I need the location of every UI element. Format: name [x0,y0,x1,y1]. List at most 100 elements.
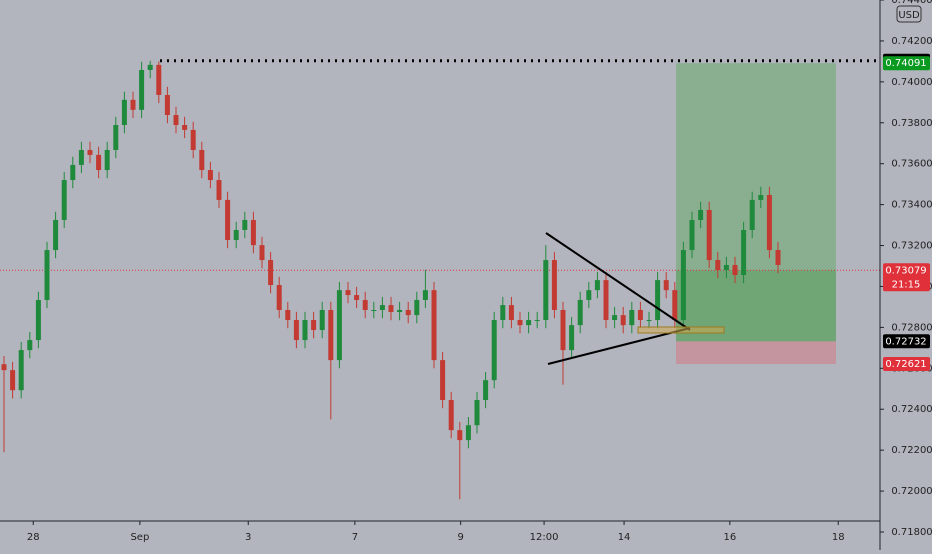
candle-body [612,315,618,321]
candle-body [182,125,188,130]
price-marker-label: 0.72732 [885,336,926,347]
candle-body [70,164,76,181]
candle-body [319,309,325,331]
price-marker-label: 0.72621 [885,359,926,370]
y-tick-label: 0.73800 [891,118,932,129]
candle-body [414,299,420,316]
candle-body [104,149,110,171]
candle-body [680,250,686,321]
candle-body [27,340,33,351]
price-marker-label: 0.73079 [885,265,926,276]
candle-body [336,290,342,361]
y-tick-label: 0.72200 [891,445,932,456]
y-tick-label: 0.73600 [891,159,932,170]
candle-body [156,64,162,95]
candle-body [199,149,205,171]
candle-body [766,194,772,251]
candle-body [362,299,368,310]
y-tick-label: 0.72000 [891,486,932,497]
candle-body [216,180,222,200]
candle-body [293,320,299,341]
candle-body [250,219,256,246]
candle-body [225,199,231,241]
candle-body [715,260,721,271]
candle-body [637,309,643,321]
candle-body [706,209,712,261]
candle-body [526,320,532,326]
candle-body [465,425,471,441]
candle-body [61,180,67,220]
candle-body [577,299,583,326]
candle-body [276,285,282,310]
currency-box[interactable] [896,5,922,23]
y-tick-label: 0.71800 [891,527,932,538]
candle-body [560,309,566,351]
candle-body [689,219,695,251]
candle-body [474,400,480,426]
candle-body [758,194,764,200]
price-marker [883,357,930,372]
candle-body [397,309,403,313]
candle-body [379,305,385,310]
y-tick-label: 0.72800 [891,322,932,333]
y-tick-label: 0.73200 [891,241,932,252]
candle-body [311,320,317,331]
candle-body [646,320,652,322]
candle-body [173,114,179,126]
candle-body [354,295,360,300]
candle-body [130,99,136,110]
price-marker [883,334,930,349]
candle-body [207,170,213,181]
position-tool [0,59,880,365]
y-tick-label: 0.74400 [891,0,932,6]
profit-zone [676,63,836,342]
candle-body [78,149,84,165]
candle-body [121,99,127,126]
candle-body [371,309,377,311]
candle-body [655,280,661,321]
currency: USD [898,10,920,21]
x-tick-label: 3 [245,532,251,543]
candle-body [10,370,16,391]
candle-body [629,309,635,326]
x-tick-label: 7 [352,532,358,543]
candle-body [741,229,747,275]
candle-body [285,309,291,321]
price-marker-label: 0.74091 [885,58,926,69]
candle-body [672,290,678,321]
x-tick-label: 14 [618,532,631,543]
candle-body [345,290,351,296]
candle-body [508,305,514,321]
candle-body [18,350,24,391]
candle-body [569,325,575,351]
price-marker [883,56,930,71]
candle-body [96,154,102,171]
y-tick-label: 0.74000 [891,77,932,88]
candle-body [242,219,248,230]
candle-body [775,250,781,265]
candle-body [388,305,394,313]
candle-body [440,360,446,401]
y-tick-label: 0.74200 [891,36,932,47]
candle-body [268,260,274,286]
candle-body [594,280,600,291]
candle-body [603,280,609,321]
candle-body [113,125,119,150]
candle-body [483,380,489,401]
candle-body [302,320,308,341]
x-tick-label: 9 [457,532,463,543]
candle-body [328,309,334,361]
x-tick-label: 16 [723,532,736,543]
candle-body [663,280,669,291]
candle-body [44,250,50,300]
candle-body [431,290,437,361]
candle-body [259,245,265,261]
countdown: 21:15 [892,279,921,290]
candle-body [139,69,145,110]
y-tick-label: 0.72400 [891,404,932,415]
candle-body [35,299,41,341]
candle-body [534,320,540,322]
candle-body [543,260,549,321]
